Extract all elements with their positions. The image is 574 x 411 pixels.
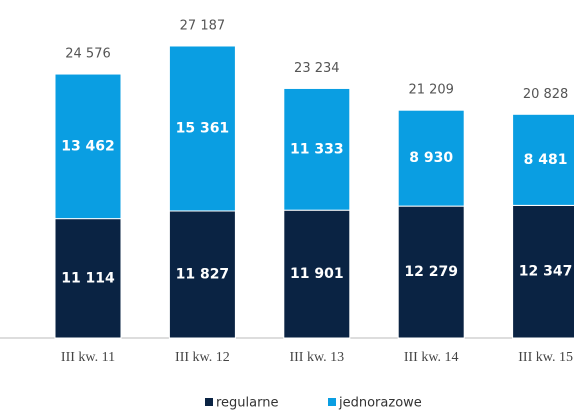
x-tick-label: III kw. 11 (61, 350, 115, 365)
segment-label: 11 333 (290, 141, 344, 157)
segment-label: 11 114 (61, 270, 115, 286)
bar-segment (54, 218, 122, 339)
legend-label: jednorazowe (338, 396, 422, 411)
bar-segment (397, 109, 465, 207)
total-label: 20 828 (523, 87, 569, 102)
segment-label: 15 361 (176, 120, 230, 136)
x-tick-label: III kw. 13 (289, 350, 344, 365)
bar-segment (397, 205, 465, 339)
x-tick-label: III kw. 12 (175, 350, 230, 365)
segment-label: 13 462 (61, 138, 115, 154)
x-tick-label: III kw. 15 (518, 350, 573, 365)
total-label: 24 576 (65, 47, 111, 62)
bar-segment (512, 113, 574, 206)
bar-segment (283, 209, 351, 339)
total-label: 23 234 (294, 61, 340, 76)
segment-label: 12 347 (519, 264, 573, 280)
segment-label: 11 827 (176, 266, 230, 282)
segment-label: 8 481 (524, 152, 568, 168)
bar-segment (512, 204, 574, 339)
total-label: 21 209 (408, 83, 454, 98)
bar-segment (283, 87, 351, 211)
total-label: 27 187 (180, 19, 226, 34)
segment-label: 8 930 (409, 150, 453, 166)
segment-label: 11 901 (290, 266, 344, 282)
x-tick-label: III kw. 14 (404, 350, 459, 365)
bar-segment (168, 45, 236, 212)
legend-label: regularne (216, 396, 278, 411)
legend-swatch (328, 398, 336, 406)
legend-swatch (205, 398, 213, 406)
segment-label: 12 279 (404, 264, 458, 280)
bar-segment (54, 73, 122, 220)
